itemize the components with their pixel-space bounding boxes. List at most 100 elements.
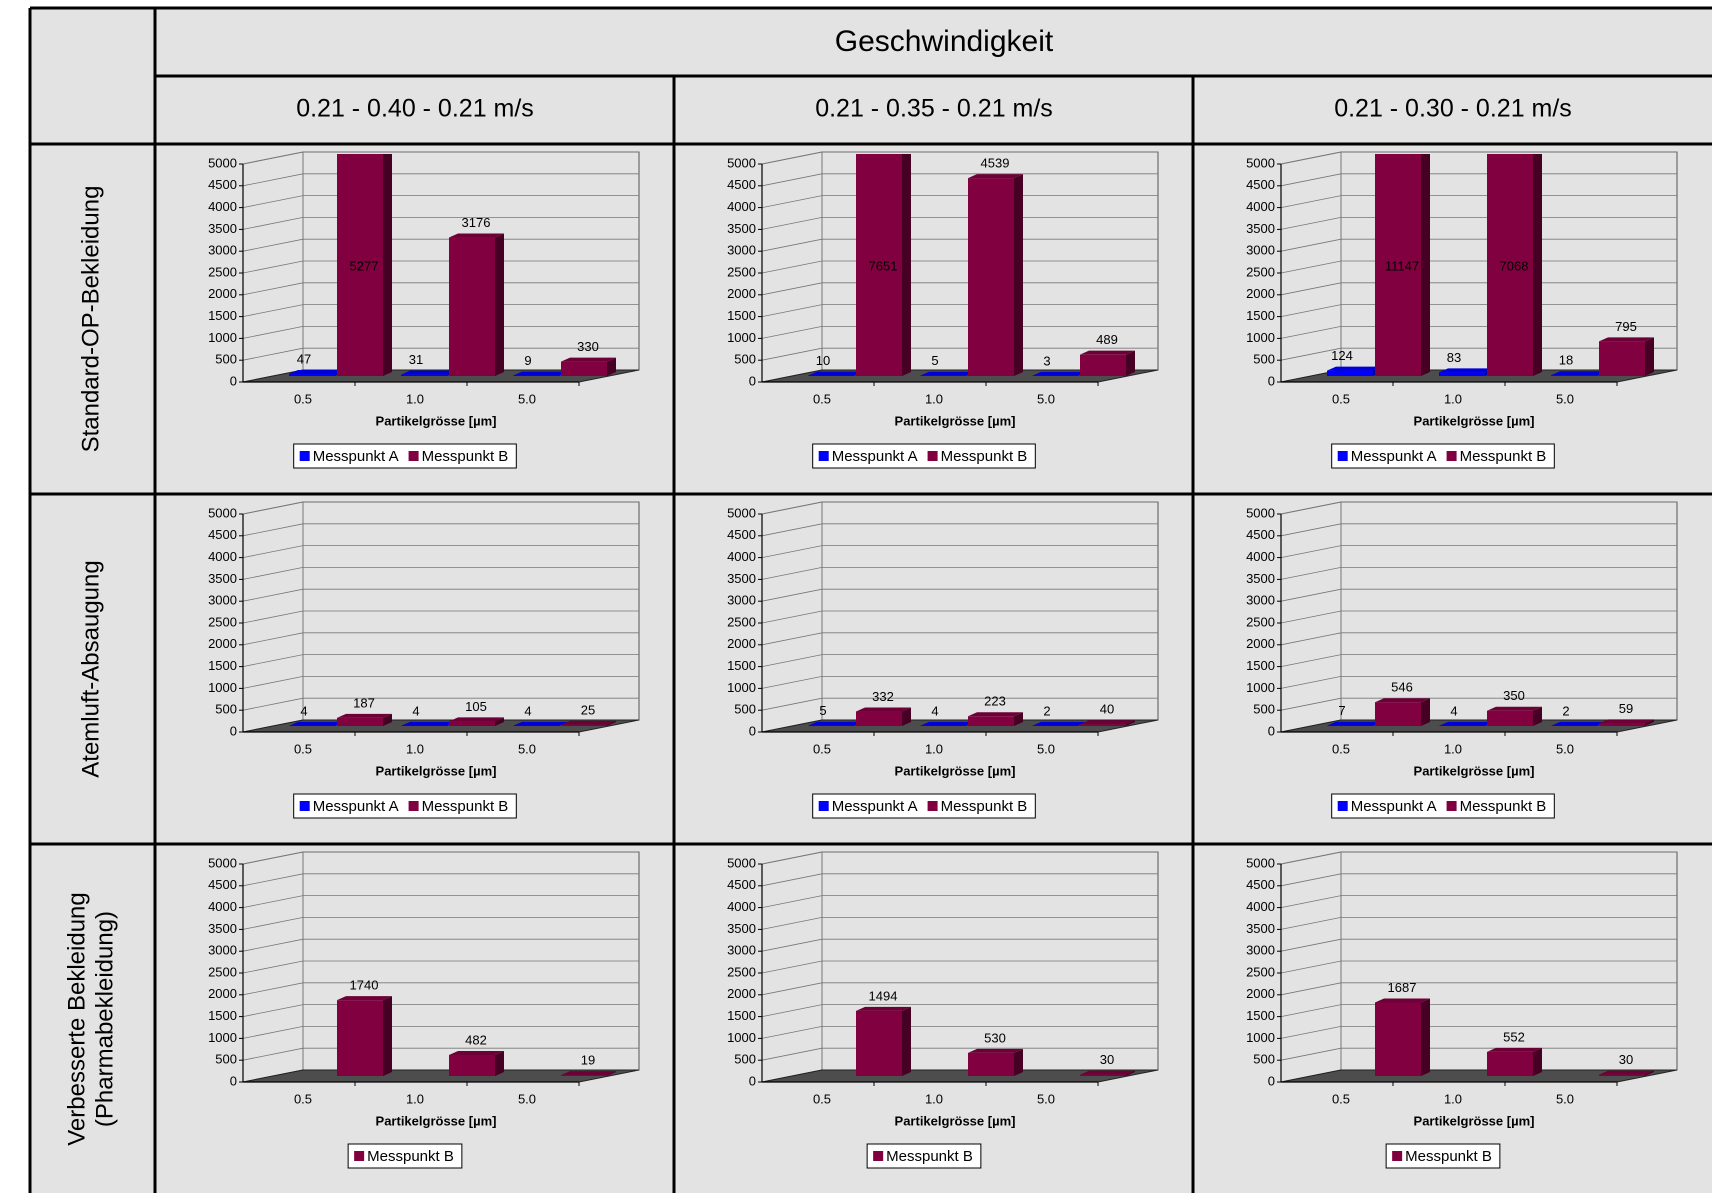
x-tick-label: 5.0 xyxy=(518,741,536,756)
y-tick-label: 5000 xyxy=(208,505,237,520)
grid-line xyxy=(1280,938,1677,952)
bar xyxy=(561,1075,607,1076)
bar-top xyxy=(1327,721,1382,726)
x-tick-label: 0.5 xyxy=(294,741,312,756)
y-tick-label: 2000 xyxy=(208,286,237,301)
data-label: 9 xyxy=(524,353,531,368)
x-axis-title: Partikelgrösse [µm] xyxy=(1414,763,1535,778)
x-tick-label: 0.5 xyxy=(1332,1091,1350,1106)
data-label: 47 xyxy=(297,351,311,366)
bar xyxy=(1599,723,1645,726)
data-label: 18 xyxy=(1559,353,1573,368)
grid-line xyxy=(761,654,1158,667)
grid-line xyxy=(1280,960,1677,974)
bar-side xyxy=(1126,350,1135,376)
bar xyxy=(1080,354,1126,376)
legend-swatch xyxy=(1392,1151,1403,1161)
y-tick-label: 500 xyxy=(1253,702,1275,717)
data-label: 19 xyxy=(581,1053,595,1068)
x-tick-label: 1.0 xyxy=(1444,391,1462,406)
data-label: 330 xyxy=(577,339,599,354)
grid-line xyxy=(242,238,639,252)
y-tick-label: 2000 xyxy=(1246,636,1275,651)
bar-side xyxy=(1645,719,1654,726)
legend-swatch xyxy=(408,801,419,811)
y-tick-label: 1000 xyxy=(727,1030,756,1045)
bar-top xyxy=(289,369,344,374)
grid-line xyxy=(1280,654,1677,667)
grid-line xyxy=(1280,697,1677,711)
bar-side xyxy=(1421,154,1430,376)
y-tick-label: 3500 xyxy=(208,571,237,586)
data-label: 11147 xyxy=(1385,258,1419,273)
y-tick-label: 5000 xyxy=(208,855,237,870)
bar-top xyxy=(1375,698,1430,703)
grid-line xyxy=(242,216,639,230)
legend-box xyxy=(866,1143,982,1169)
legend-label: Messpunkt A xyxy=(313,448,399,465)
grid-line xyxy=(242,1026,639,1039)
data-label: 105 xyxy=(465,699,487,714)
y-tick-label: 500 xyxy=(734,702,756,717)
legend-label: Messpunkt B xyxy=(1460,448,1547,465)
grid-line xyxy=(242,654,639,667)
y-tick-label: 500 xyxy=(1253,1052,1275,1067)
data-label: 7651 xyxy=(869,258,898,273)
y-tick-label: 5000 xyxy=(1246,155,1275,170)
y-tick-label: 1000 xyxy=(727,680,756,695)
legend: Messpunkt A Messpunkt B xyxy=(812,793,1036,819)
x-tick-label: 0.5 xyxy=(1332,741,1350,756)
y-tick-label: 4500 xyxy=(727,177,756,192)
y-tick-label: 2500 xyxy=(1246,964,1275,979)
bar xyxy=(968,1052,1014,1076)
grid-line xyxy=(242,173,639,187)
data-label: 3176 xyxy=(462,215,491,230)
x-tick-label: 5.0 xyxy=(1037,1091,1055,1106)
legend-swatch xyxy=(408,451,419,461)
legend: Messpunkt A Messpunkt B xyxy=(293,443,517,469)
y-tick-label: 3500 xyxy=(208,921,237,936)
bar-side xyxy=(1533,154,1542,376)
legend-swatch xyxy=(1337,801,1348,811)
y-tick-label: 0 xyxy=(1268,373,1275,388)
x-tick-label: 5.0 xyxy=(1556,741,1574,756)
bar xyxy=(449,237,495,376)
bar-top xyxy=(513,721,568,726)
legend: Messpunkt B xyxy=(1385,1143,1501,1169)
grid-line xyxy=(761,873,1158,887)
y-tick-label: 3000 xyxy=(208,243,237,258)
y-tick-label: 3000 xyxy=(208,593,237,608)
bar-side xyxy=(1533,706,1542,726)
bar-top xyxy=(1487,1047,1542,1052)
x-axis-title: Partikelgrösse [µm] xyxy=(895,1113,1016,1128)
legend-label: Messpunkt B xyxy=(941,448,1028,465)
bar-top xyxy=(1487,706,1542,711)
legend: Messpunkt B xyxy=(866,1143,982,1169)
x-tick-label: 1.0 xyxy=(1444,1091,1462,1106)
bar-top xyxy=(1327,366,1382,371)
y-tick-label: 500 xyxy=(215,1052,237,1067)
bar-side xyxy=(1014,1048,1023,1076)
grid-line xyxy=(242,588,639,602)
grid-line xyxy=(242,347,639,361)
data-label: 332 xyxy=(872,689,894,704)
bar xyxy=(1487,710,1533,726)
y-tick-label: 1500 xyxy=(1246,658,1275,673)
data-label: 1687 xyxy=(1388,980,1417,995)
bar-side xyxy=(1645,1070,1654,1076)
legend-swatch xyxy=(299,801,310,811)
data-label: 59 xyxy=(1619,701,1633,716)
y-tick-label: 1000 xyxy=(208,1030,237,1045)
data-label: 124 xyxy=(1331,348,1353,363)
bar-top xyxy=(968,174,1023,179)
row-header: (Pharmabekleidung) xyxy=(91,911,118,1127)
legend: Messpunkt A Messpunkt B xyxy=(1331,443,1555,469)
data-label: 30 xyxy=(1619,1052,1633,1067)
legend-label: Messpunkt B xyxy=(1405,1148,1492,1165)
legend-box xyxy=(1331,793,1555,819)
bar-side xyxy=(495,1050,504,1076)
data-labels: 4 187 4 105 4 25 xyxy=(300,695,595,718)
data-label: 546 xyxy=(1391,680,1413,695)
y-tick-label: 2500 xyxy=(727,614,756,629)
bar xyxy=(1327,370,1373,376)
